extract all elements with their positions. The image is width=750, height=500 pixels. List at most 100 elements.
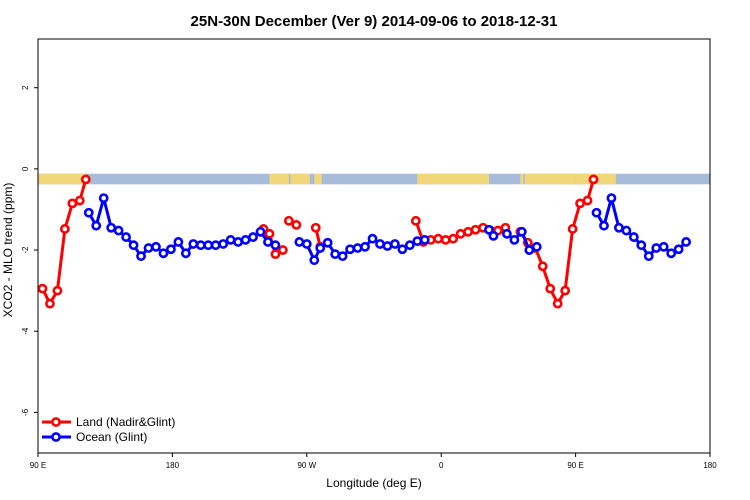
data-point xyxy=(173,237,184,247)
data-point xyxy=(537,261,548,272)
data-point xyxy=(264,228,275,239)
land-band-segment xyxy=(417,173,489,185)
data-point xyxy=(218,239,229,249)
data-point xyxy=(195,240,206,251)
data-point xyxy=(636,240,647,251)
y-tick-label: -2 xyxy=(21,246,30,254)
data-point xyxy=(367,233,378,244)
x-tick-label: 0 xyxy=(439,461,444,470)
data-point xyxy=(80,174,91,185)
data-point xyxy=(91,220,102,231)
data-point xyxy=(233,237,244,247)
data-point xyxy=(310,222,321,233)
data-point xyxy=(531,241,542,252)
data-point xyxy=(628,232,639,242)
data-point xyxy=(210,240,221,251)
data-point xyxy=(352,243,363,253)
data-point xyxy=(83,207,94,218)
data-point xyxy=(158,248,169,259)
chart-title: 25N-30N December (Ver 9) 2014-09-06 to 2… xyxy=(191,13,558,30)
data-point xyxy=(270,240,281,251)
data-point xyxy=(397,244,408,255)
data-point xyxy=(166,244,176,255)
data-point xyxy=(502,228,512,239)
data-point xyxy=(658,241,669,252)
land-band-segment xyxy=(520,173,524,185)
data-point xyxy=(552,298,563,309)
data-point xyxy=(614,222,624,233)
legend-label: Land (Nadir&Glint) xyxy=(76,415,175,429)
data-point xyxy=(263,237,273,247)
legend-label: Ocean (Glint) xyxy=(76,430,147,444)
legend-entry: Ocean (Glint) xyxy=(42,430,147,444)
data-point xyxy=(106,222,117,233)
series-land xyxy=(37,174,599,309)
data-point xyxy=(248,232,258,242)
y-axis-label: XCO2 - MLO trend (ppm) xyxy=(1,183,15,318)
series-layer xyxy=(37,174,692,309)
data-point xyxy=(524,245,535,255)
data-point xyxy=(455,228,466,239)
data-point xyxy=(59,224,70,234)
data-point xyxy=(582,195,593,206)
data-point xyxy=(448,233,459,244)
data-point xyxy=(643,251,654,262)
land-band-segment xyxy=(269,173,289,185)
land-band-segment xyxy=(524,173,576,185)
data-point xyxy=(390,239,400,249)
data-point xyxy=(606,193,617,204)
data-point xyxy=(484,224,494,235)
data-point xyxy=(203,240,214,251)
data-point xyxy=(188,239,199,249)
ocean-band xyxy=(38,173,710,185)
y-tick-label: 0 xyxy=(21,166,30,171)
data-point xyxy=(560,285,571,296)
data-point xyxy=(121,232,132,242)
data-point xyxy=(98,193,109,204)
land-band-segment xyxy=(290,173,310,185)
y-tick-label: -6 xyxy=(21,408,30,416)
legend-swatch-marker xyxy=(51,417,61,427)
data-point xyxy=(488,230,499,241)
x-tick-label: 90 E xyxy=(567,461,583,470)
y-tick-label: 2 xyxy=(21,85,30,90)
land-band-segment xyxy=(38,173,86,185)
data-point xyxy=(45,298,55,309)
data-point xyxy=(651,243,662,253)
land-ocean-band xyxy=(38,173,710,185)
data-point xyxy=(143,243,154,253)
data-point xyxy=(621,225,632,236)
plot-frame xyxy=(37,38,711,454)
data-point xyxy=(433,233,444,244)
data-point xyxy=(666,248,677,259)
x-axis-label: Longitude (deg E) xyxy=(326,476,421,490)
data-point xyxy=(463,226,473,237)
data-point xyxy=(74,195,85,206)
data-point xyxy=(575,198,585,209)
data-point xyxy=(309,255,320,266)
legend: Land (Nadir&Glint)Ocean (Glint) xyxy=(42,415,175,444)
data-point xyxy=(360,241,370,252)
data-point xyxy=(270,249,281,260)
data-point xyxy=(419,235,430,245)
data-point xyxy=(151,241,161,252)
data-point xyxy=(588,174,599,185)
data-point xyxy=(345,244,356,255)
land-band-segment xyxy=(314,173,322,185)
data-point xyxy=(240,235,251,245)
data-point xyxy=(681,237,692,247)
x-tick-label: 90 E xyxy=(30,461,46,470)
data-point xyxy=(591,207,602,218)
data-point xyxy=(412,236,423,247)
data-point xyxy=(382,241,393,251)
data-point xyxy=(470,224,481,235)
data-point xyxy=(673,244,684,255)
data-point xyxy=(509,235,520,245)
legend-swatch-marker xyxy=(51,432,61,442)
data-point xyxy=(322,237,333,248)
series-ocean xyxy=(83,193,692,266)
x-axis: 90 E 180 90 W 0 90 E 180 xyxy=(30,453,717,470)
data-point xyxy=(404,240,415,251)
